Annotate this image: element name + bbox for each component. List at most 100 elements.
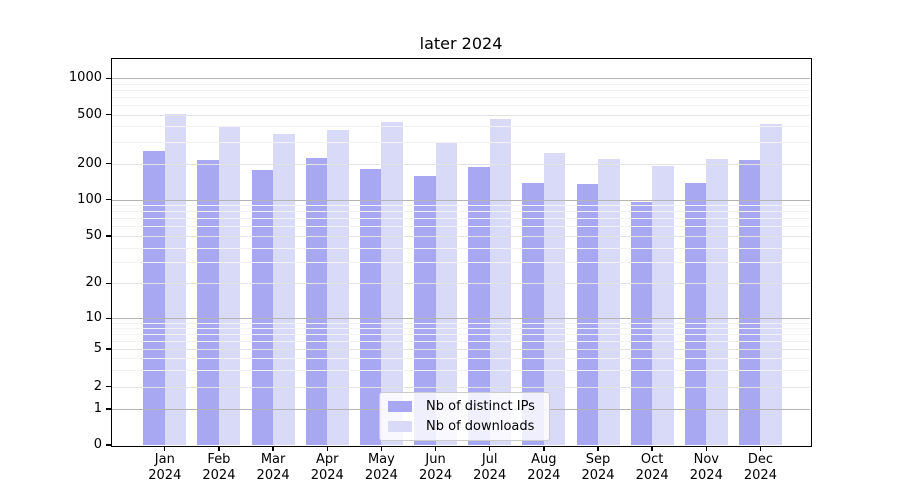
x-tick-mark-mar <box>272 446 274 451</box>
gridline-10 <box>112 318 810 320</box>
gridline-4 <box>112 358 810 360</box>
bar-distinct-ips-mar <box>251 170 274 445</box>
gridline-90 <box>112 205 810 207</box>
y-tick-mark-0 <box>106 444 111 446</box>
y-tick-mark-5 <box>106 348 111 350</box>
x-tick-mark-jun <box>434 446 437 451</box>
gridline-200 <box>112 163 810 165</box>
y-tick-mark-200 <box>106 162 111 165</box>
x-axis-tick-label-jun: Jun 2024 <box>419 452 453 483</box>
bar-downloads-mar <box>273 134 295 445</box>
gridline-100 <box>112 199 810 201</box>
gridline-400 <box>112 126 810 128</box>
bar-distinct-ips-dec <box>738 159 761 445</box>
gridline-1000 <box>112 78 810 80</box>
bar-downloads-jan <box>164 113 187 445</box>
bar-distinct-ips-jan <box>143 150 165 445</box>
gridline-700 <box>112 96 810 98</box>
y-tick-mark-20 <box>106 282 111 284</box>
bar-downloads-dec <box>760 124 782 445</box>
x-tick-mark-nov <box>705 446 707 451</box>
y-tick-mark-1000 <box>106 77 111 79</box>
gridline-20 <box>112 283 810 285</box>
gridline-500 <box>112 114 810 116</box>
gridline-70 <box>112 218 810 220</box>
bar-distinct-ips-sep <box>576 183 598 445</box>
gridline-7 <box>112 334 810 336</box>
x-axis-tick-label-mar: Mar 2024 <box>256 452 290 483</box>
x-axis-tick-label-sep: Sep 2024 <box>581 452 615 483</box>
legend-item-downloads: Nb of downloads <box>388 419 535 434</box>
bar-downloads-feb <box>218 125 241 445</box>
gridline-50 <box>112 236 810 237</box>
x-tick-mark-sep <box>597 446 599 451</box>
x-axis-tick-label-aug: Aug 2024 <box>527 452 561 483</box>
legend-item-distinct-ips: Nb of distinct IPs <box>388 399 535 414</box>
x-axis-tick-label-feb: Feb 2024 <box>202 452 236 483</box>
gridline-60 <box>112 226 810 228</box>
plot-area <box>110 57 812 447</box>
x-axis-tick-label-may: May 2024 <box>364 452 398 483</box>
bar-downloads-sep <box>598 159 620 445</box>
gridline-600 <box>112 104 810 106</box>
x-tick-mark-jan <box>164 446 166 451</box>
y-axis-tick-label-1000: 1000 <box>68 70 102 86</box>
legend-label-downloads: Nb of downloads <box>426 419 535 434</box>
bar-downloads-apr <box>327 129 349 445</box>
y-tick-mark-100 <box>106 199 111 201</box>
x-tick-mark-feb <box>218 446 220 451</box>
x-tick-mark-jul <box>489 446 491 451</box>
legend-label-distinct-ips: Nb of distinct IPs <box>426 399 535 414</box>
x-axis-tick-label-apr: Apr 2024 <box>310 452 344 483</box>
y-tick-mark-1 <box>106 408 111 410</box>
bar-downloads-oct <box>652 166 674 445</box>
y-axis-tick-label-100: 100 <box>77 191 102 207</box>
gridline-300 <box>112 141 810 143</box>
y-axis-tick-label-500: 500 <box>77 106 102 122</box>
gridline-6 <box>112 340 810 342</box>
y-tick-mark-50 <box>106 235 111 237</box>
gridline-8 <box>112 328 810 330</box>
legend-swatch-downloads-icon <box>388 421 412 432</box>
x-tick-mark-aug <box>543 446 545 451</box>
x-axis-tick-label-jan: Jan 2024 <box>148 452 182 483</box>
y-tick-mark-2 <box>106 386 111 388</box>
gridline-800 <box>112 89 810 91</box>
bar-distinct-ips-jun <box>414 175 436 445</box>
gridline-900 <box>112 83 810 85</box>
bar-downloads-aug <box>543 152 566 445</box>
legend-swatch-distinct-ips-icon <box>388 401 412 412</box>
y-tick-mark-500 <box>106 113 111 116</box>
y-axis-tick-label-10: 10 <box>85 310 102 326</box>
gridline-2 <box>112 386 810 388</box>
gridline-30 <box>112 262 810 264</box>
bar-distinct-ips-apr <box>305 158 328 445</box>
x-tick-mark-may <box>380 446 383 451</box>
y-tick-mark-10 <box>106 317 111 319</box>
x-tick-mark-dec <box>759 446 762 451</box>
y-axis-tick-label-50: 50 <box>85 228 102 243</box>
y-axis-tick-label-20: 20 <box>85 275 102 291</box>
x-axis-tick-label-nov: Nov 2024 <box>689 452 723 483</box>
y-axis-tick-label-5: 5 <box>93 341 102 356</box>
chart-title: later 2024 <box>419 34 503 53</box>
y-axis-tick-label-0: 0 <box>93 437 102 452</box>
x-tick-mark-apr <box>326 446 328 451</box>
gridline-5 <box>112 349 810 350</box>
bar-downloads-jun <box>435 142 458 445</box>
gridline-3 <box>112 370 810 372</box>
bar-downloads-nov <box>706 158 728 445</box>
bar-distinct-ips-feb <box>197 159 219 445</box>
y-axis-tick-label-200: 200 <box>77 155 102 171</box>
gridline-80 <box>112 211 810 213</box>
x-axis-tick-label-jul: Jul 2024 <box>473 452 507 483</box>
legend: Nb of distinct IPs Nb of downloads <box>379 392 550 441</box>
x-tick-mark-oct <box>651 446 653 451</box>
x-axis-tick-label-oct: Oct 2024 <box>635 452 669 483</box>
gridline-9 <box>112 322 810 324</box>
y-axis-tick-label-2: 2 <box>93 378 102 394</box>
y-axis-tick-label-1: 1 <box>93 401 102 416</box>
bar-distinct-ips-may <box>359 169 382 445</box>
gridline-40 <box>112 247 810 249</box>
